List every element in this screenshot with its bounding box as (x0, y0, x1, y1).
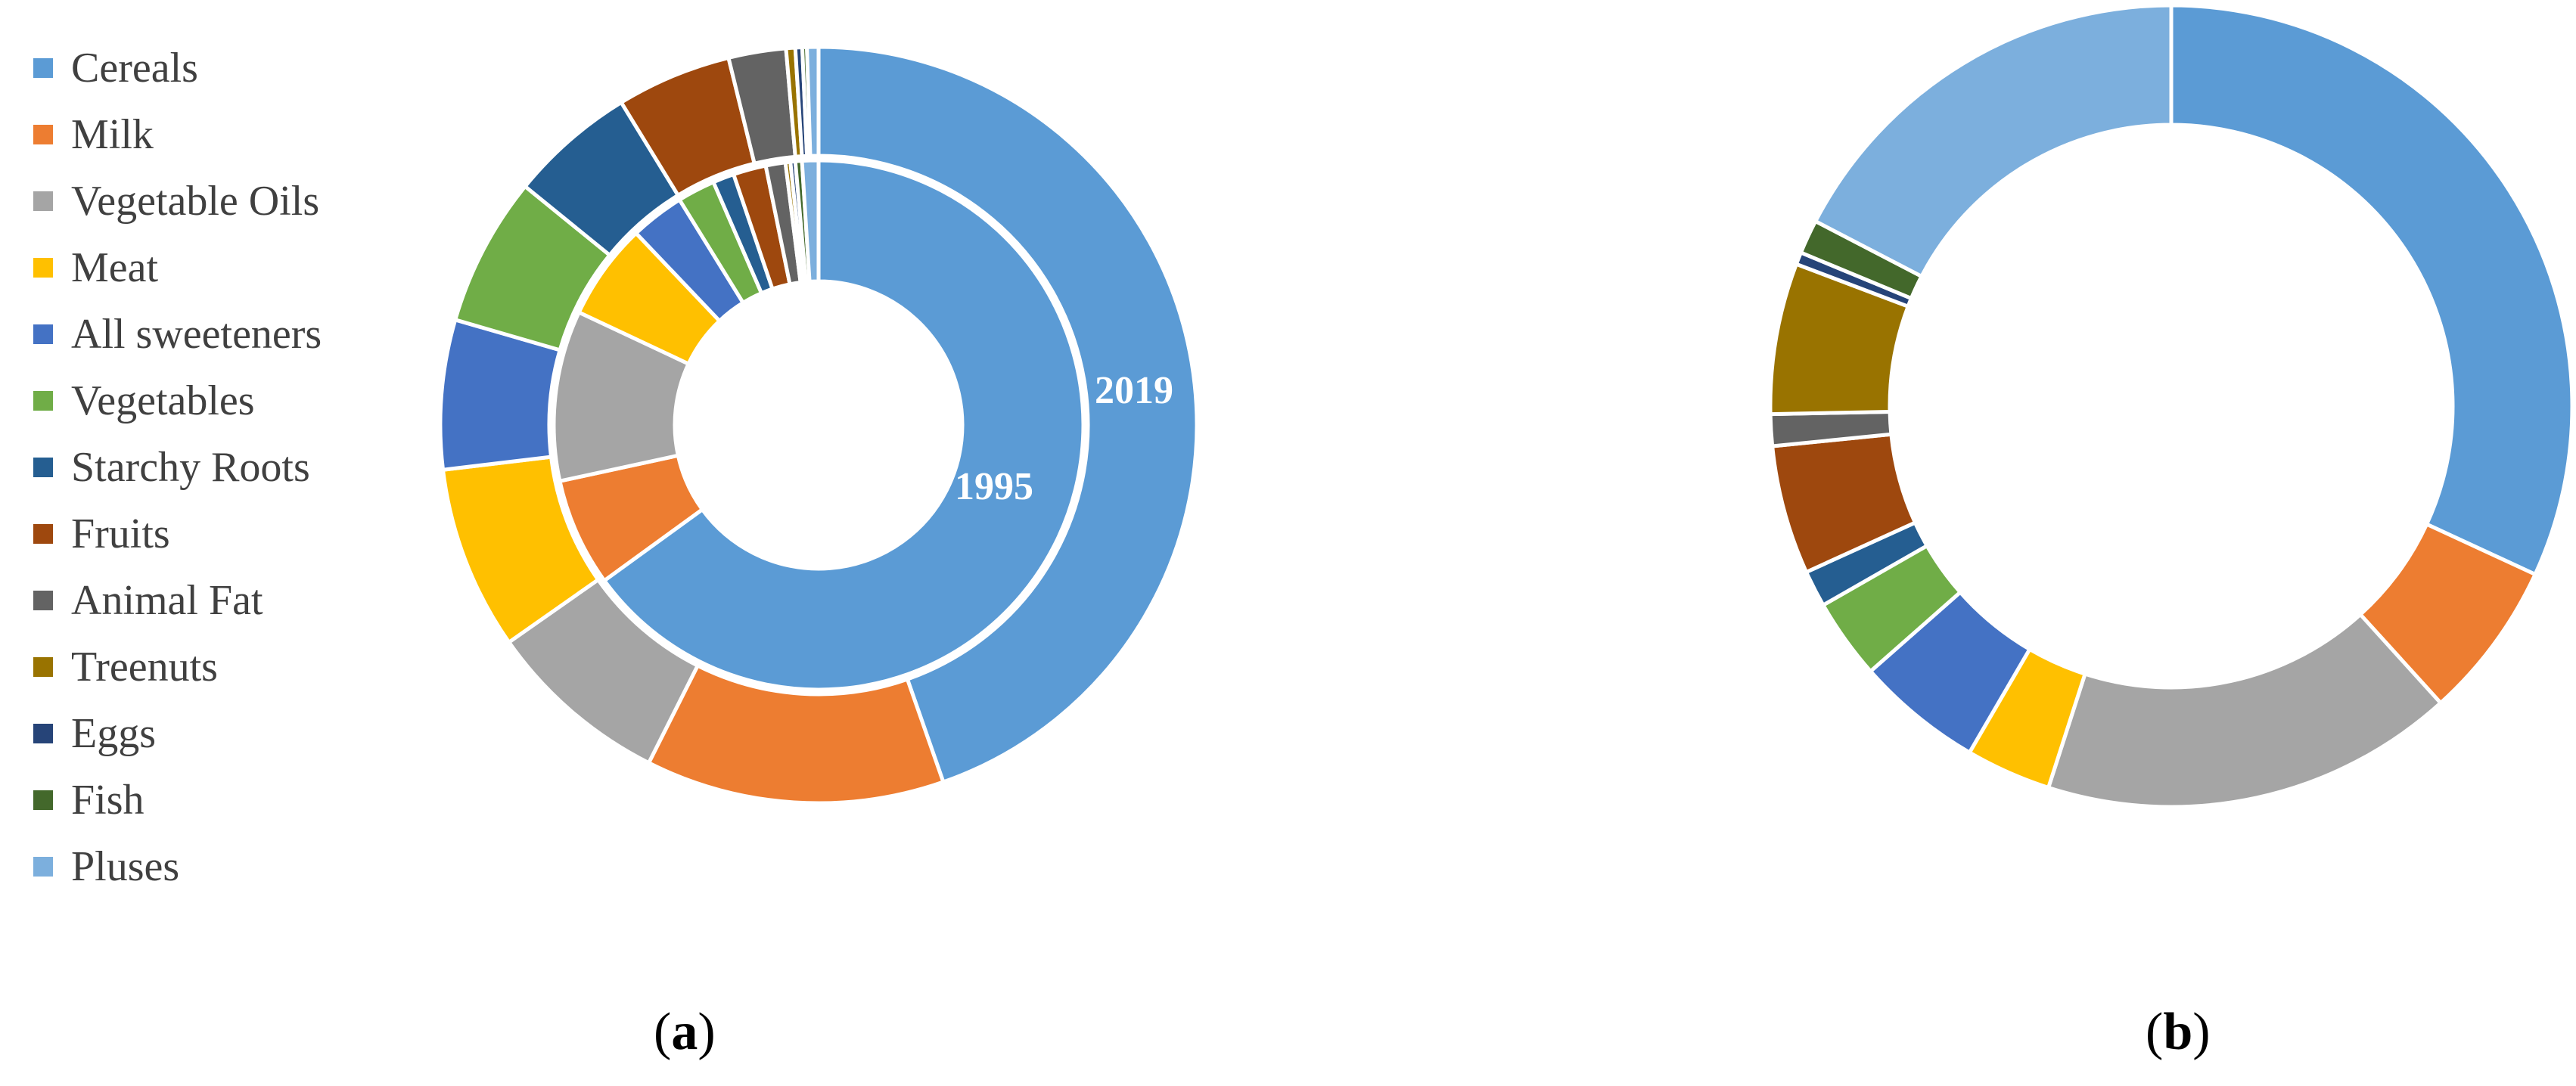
legend-swatch (33, 724, 53, 743)
donut-chart-b (1768, 3, 2574, 809)
legend-item-pluses: Pluses (33, 836, 179, 897)
legend-label: Cereals (71, 45, 198, 92)
panel-label-b: (b) (2146, 1003, 2211, 1061)
legend-label: Pluses (71, 843, 180, 890)
legend-item-milk: Milk (33, 104, 154, 165)
legend-item-vegetables: Vegetables (33, 371, 255, 431)
legend-swatch (33, 790, 53, 810)
legend-swatch (33, 857, 53, 877)
slice-b-cereals (2169, 3, 2574, 576)
nested-donut-chart-a: 1995 2019 (438, 45, 1199, 805)
slice-outer-pluses (805, 45, 821, 158)
slice-inner-cereals (602, 158, 1086, 692)
legend-item-all-sweeteners: All sweeteners (33, 304, 322, 365)
legend-swatch (33, 191, 53, 211)
legend-item-treenuts: Treenuts (33, 637, 218, 697)
legend-label: Fruits (71, 510, 170, 557)
legend-label: Vegetables (71, 377, 255, 424)
legend-label: All sweeteners (71, 311, 322, 358)
legend-swatch (33, 125, 53, 144)
legend-swatch (33, 391, 53, 411)
legend-label: Milk (71, 111, 154, 158)
legend-label: Starchy Roots (71, 444, 310, 491)
legend-label: Meat (71, 244, 159, 291)
legend-item-cereals: Cereals (33, 38, 198, 98)
legend-item-fish: Fish (33, 770, 144, 830)
series-label-inner: 1995 (955, 465, 1033, 508)
slice-b-pluses (1813, 3, 2174, 278)
legend-label: Vegetable Oils (71, 178, 320, 225)
legend-swatch (33, 657, 53, 677)
legend-item-meat: Meat (33, 237, 158, 298)
legend-swatch (33, 524, 53, 544)
slice-outer-cereals (816, 45, 1199, 784)
legend-item-fruits: Fruits (33, 504, 170, 564)
legend-label: Fish (71, 777, 144, 824)
slice-b-vegetable-oils (2046, 613, 2443, 809)
legend-item-animal-fat: Animal Fat (33, 570, 263, 631)
legend-swatch (33, 58, 53, 78)
legend-item-starchy-roots: Starchy Roots (33, 437, 310, 498)
panel-label-a: (a) (654, 1003, 716, 1061)
slice-inner-pluses (800, 158, 821, 284)
legend-label: Eggs (71, 710, 156, 757)
legend-label: Treenuts (71, 644, 218, 690)
legend: Cereals Milk Vegetable Oils Meat All swe… (33, 38, 427, 908)
series-label-outer: 2019 (1095, 369, 1173, 412)
legend-swatch (33, 591, 53, 610)
legend-item-vegetable-oils: Vegetable Oils (33, 171, 319, 231)
legend-swatch (33, 324, 53, 344)
legend-item-eggs: Eggs (33, 703, 156, 764)
legend-swatch (33, 458, 53, 477)
legend-swatch (33, 258, 53, 278)
legend-label: Animal Fat (71, 577, 263, 624)
